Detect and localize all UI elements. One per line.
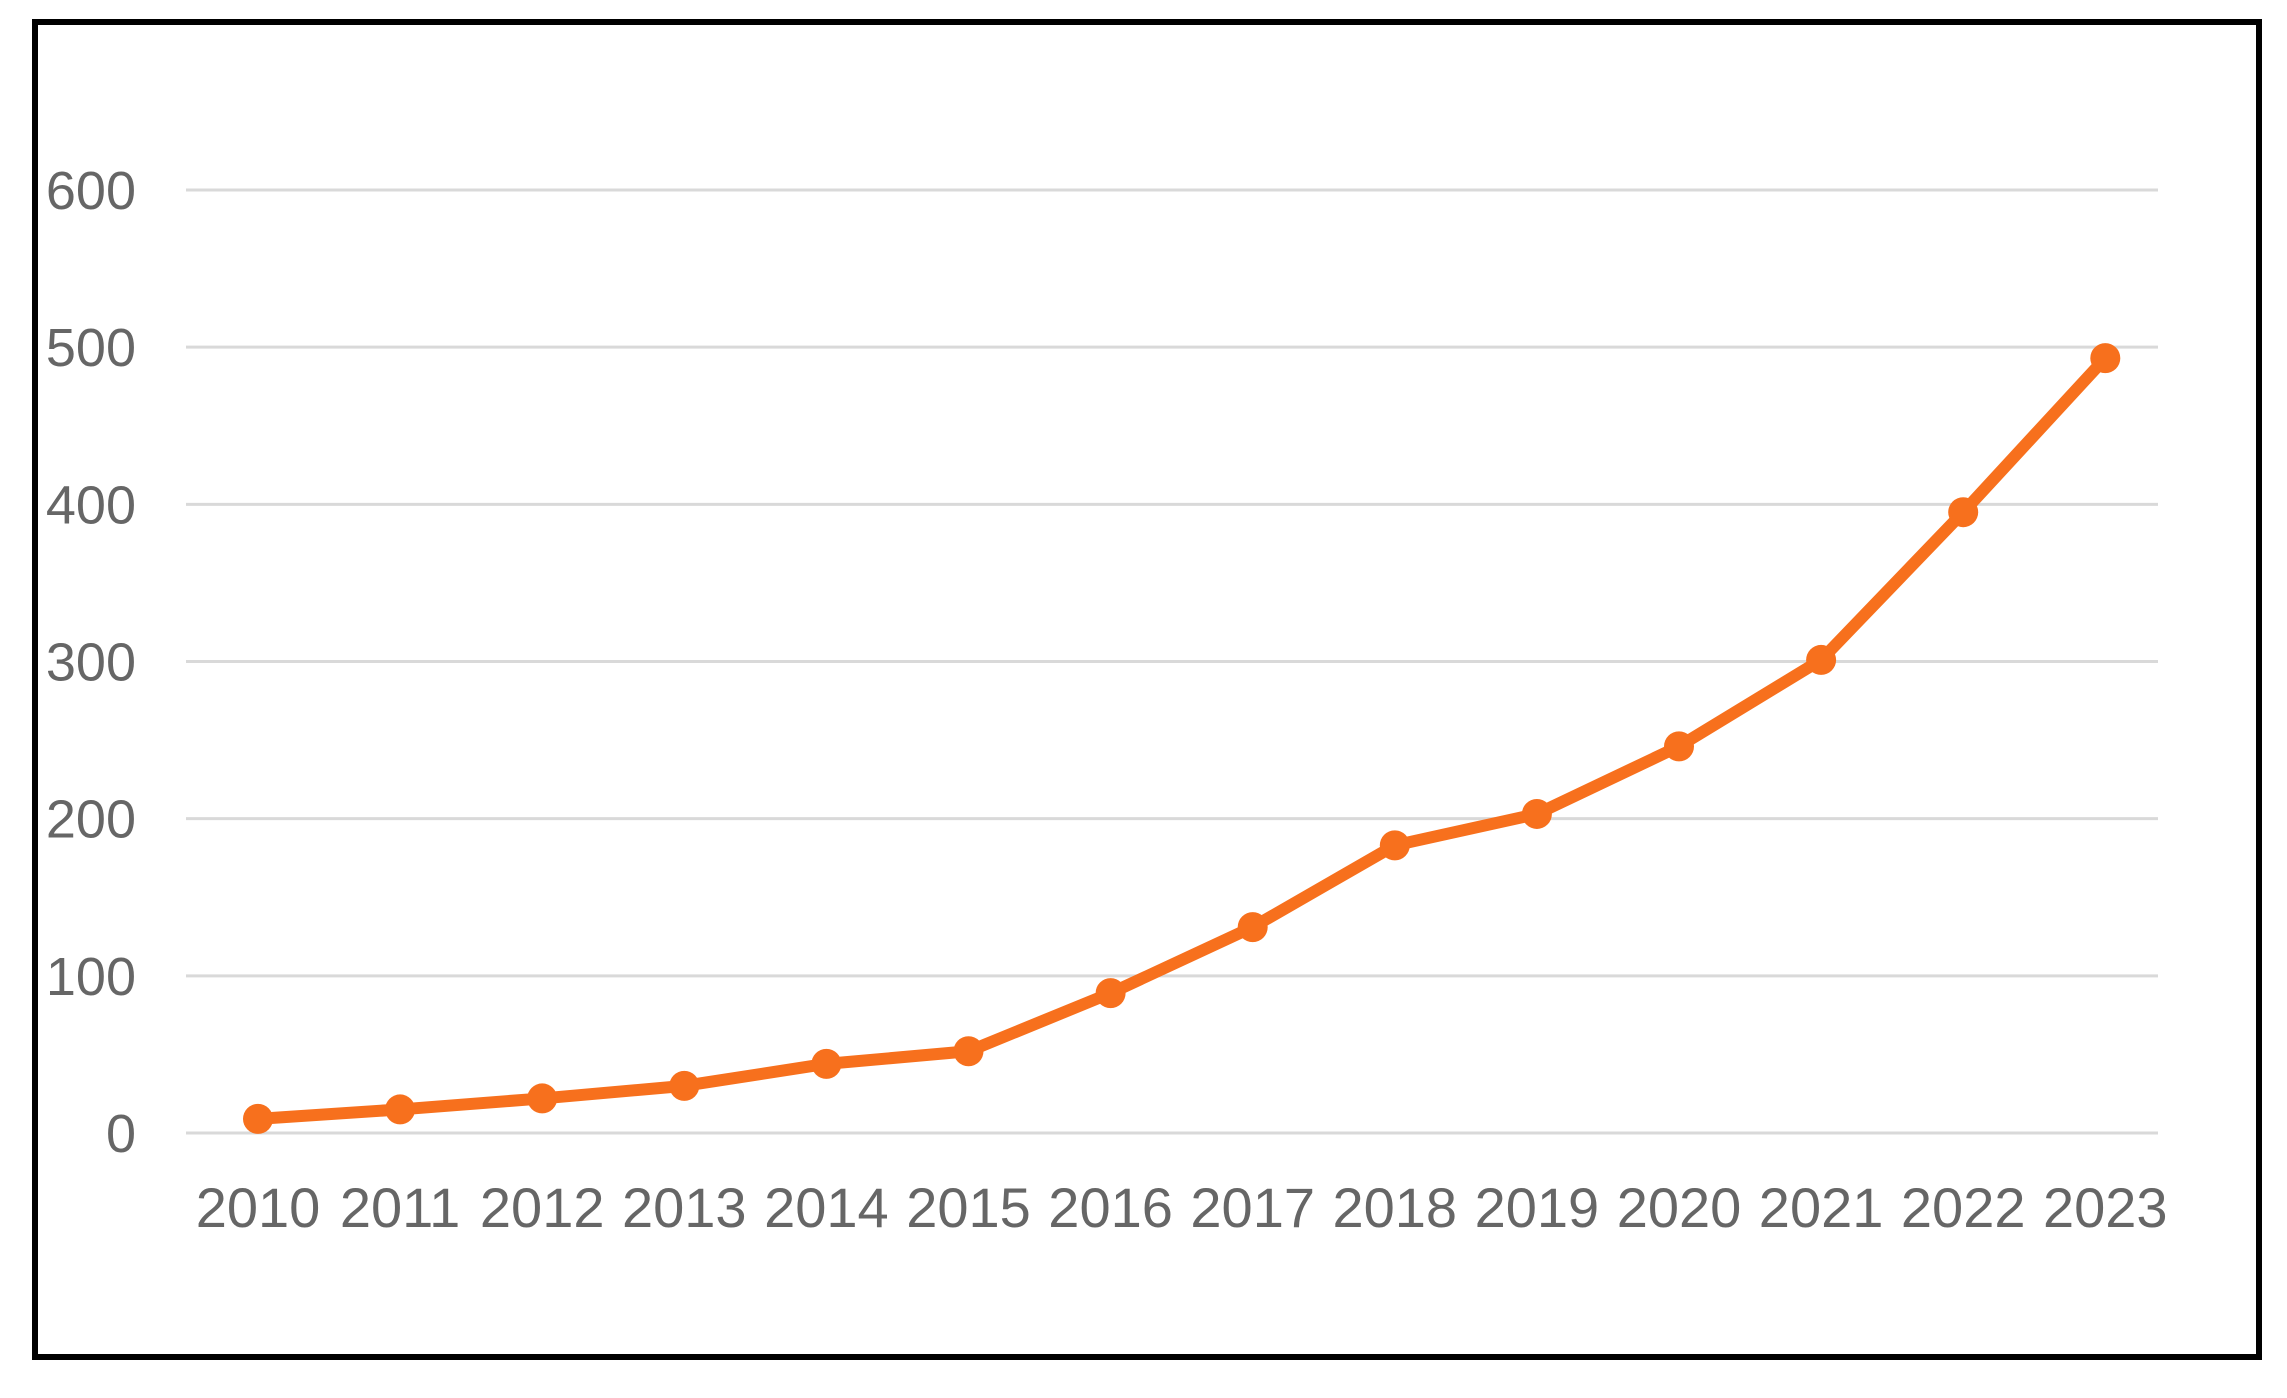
data-point-marker-2018 xyxy=(1379,830,1410,861)
x-axis-tick-label: 2013 xyxy=(622,1176,747,1239)
y-axis-tick-label: 100 xyxy=(46,947,136,1007)
x-axis-tick-label: 2011 xyxy=(340,1176,460,1239)
y-axis-tick-label: 0 xyxy=(106,1104,136,1164)
x-axis-tick-label: 2014 xyxy=(764,1176,889,1239)
data-point-marker-2023 xyxy=(2090,343,2121,374)
x-axis-tick-label: 2022 xyxy=(1901,1176,2026,1239)
series-line xyxy=(252,352,2112,1125)
data-point-marker-2013 xyxy=(669,1070,700,1101)
data-point-marker-2012 xyxy=(527,1083,558,1114)
y-axis-tick-label: 300 xyxy=(46,633,136,693)
y-axis-tick-label: 400 xyxy=(46,475,136,535)
data-point-marker-2019 xyxy=(1521,798,1552,829)
data-point-marker-2022 xyxy=(1948,497,1979,528)
x-axis-tick-label: 2021 xyxy=(1759,1176,1884,1239)
y-axis-tick-label: 600 xyxy=(46,161,136,221)
data-point-marker-2021 xyxy=(1806,644,1837,675)
x-axis-tick-label: 2015 xyxy=(906,1176,1031,1239)
data-point-marker-2014 xyxy=(811,1048,842,1079)
x-axis-tick-label: 2016 xyxy=(1048,1176,1173,1239)
x-axis-tick-label: 2010 xyxy=(196,1176,321,1239)
y-axis-tick-label: 200 xyxy=(46,790,136,850)
data-point-marker-2016 xyxy=(1095,978,1126,1009)
y-axis-tick-label: 500 xyxy=(46,318,136,378)
x-axis-tick-label: 2017 xyxy=(1190,1176,1315,1239)
x-axis-tick-label: 2018 xyxy=(1333,1176,1458,1239)
x-axis-tick-label: 2023 xyxy=(2043,1176,2168,1239)
data-point-marker-2015 xyxy=(953,1036,984,1067)
chart-frame-border xyxy=(32,19,2262,1360)
x-axis-tick-label: 2012 xyxy=(480,1176,605,1239)
x-axis-tick-label: 2019 xyxy=(1475,1176,1600,1239)
data-point-marker-2020 xyxy=(1664,731,1694,762)
data-point-marker-2010 xyxy=(243,1103,273,1134)
x-axis-tick-label: 2020 xyxy=(1617,1176,1742,1239)
data-point-marker-2011 xyxy=(385,1094,416,1125)
data-point-marker-2017 xyxy=(1237,912,1268,943)
